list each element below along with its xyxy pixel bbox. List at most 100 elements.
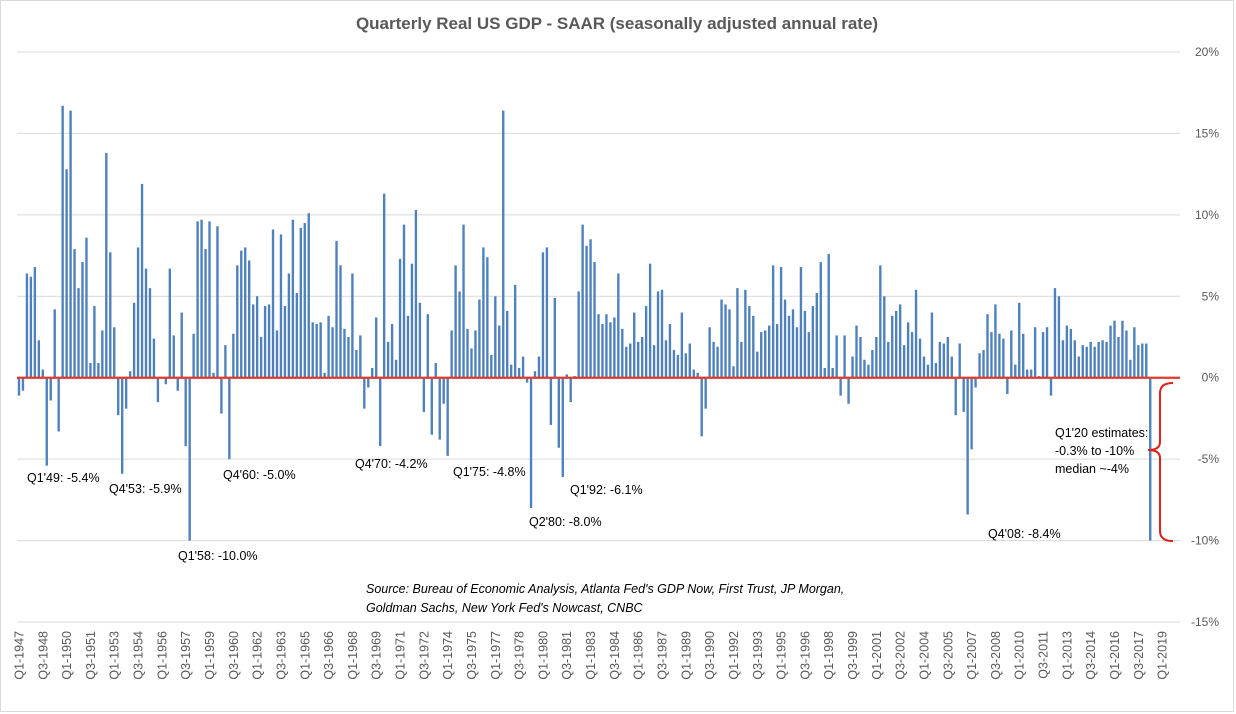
gdp-bar: [760, 332, 763, 378]
gdp-bar: [216, 226, 219, 378]
estimate-line-2: -0.3% to -10%: [1055, 444, 1134, 458]
source-line-1: Source: Bureau of Economic Analysis, Atl…: [366, 582, 844, 596]
gdp-bar: [287, 273, 291, 378]
gdp-bar: [255, 296, 259, 378]
x-tick-label: Q1-2016: [1108, 631, 1122, 680]
gdp-bar: [450, 330, 453, 378]
gdp-bar: [1141, 343, 1144, 378]
gdp-bar: [724, 304, 727, 378]
annotation-q1-75: Q1'75: -4.8%: [453, 465, 526, 479]
gdp-bar: [41, 369, 44, 378]
annotation-q2-80: Q2'80: -8.0%: [529, 515, 602, 529]
gdp-bar: [37, 340, 41, 378]
gdp-bar: [53, 309, 56, 378]
gdp-bar: [402, 224, 406, 378]
gdp-bar: [875, 337, 878, 378]
gdp-bar: [164, 377, 168, 385]
gdp-bar: [783, 299, 787, 378]
gdp-bar: [609, 322, 612, 378]
gdp-bar: [152, 338, 156, 378]
gdp-bar: [720, 299, 723, 378]
gdp-bar: [21, 377, 25, 391]
gdp-bar: [883, 296, 886, 378]
gdp-bar: [486, 257, 489, 378]
x-tick-label: Q3-1981: [560, 631, 574, 680]
x-tick-label: Q3-1954: [132, 631, 146, 680]
y-tick-label: 20%: [1195, 45, 1219, 59]
gdp-bar: [1014, 364, 1017, 378]
gdp-bar: [291, 219, 295, 378]
gdp-bar: [101, 330, 104, 378]
gdp-bar: [902, 345, 906, 378]
x-tick-label: Q3-1963: [274, 631, 288, 680]
annotation-q4-08: Q4'08: -8.4%: [988, 527, 1061, 541]
gdp-bar: [506, 310, 509, 378]
gdp-bar: [1053, 288, 1057, 378]
gdp-bar: [136, 247, 140, 378]
gdp-bar: [910, 332, 914, 378]
gdp-bar: [124, 377, 128, 409]
gdp-bar: [771, 265, 775, 378]
gdp-bar: [1129, 359, 1132, 378]
x-tick-label: Q1-2010: [1013, 631, 1027, 680]
x-tick-label: Q3-2014: [1084, 631, 1098, 680]
gdp-bar: [196, 221, 199, 378]
chart-title: Quarterly Real US GDP - SAAR (seasonally…: [356, 14, 878, 33]
gdp-bar: [621, 328, 624, 378]
gdp-bar: [93, 306, 96, 378]
gdp-bar: [275, 330, 279, 378]
gdp-bar: [1041, 332, 1045, 378]
gdp-bar: [307, 213, 310, 378]
gdp-bar: [192, 333, 195, 378]
gdp-bar: [986, 314, 989, 378]
gdp-bar: [81, 262, 84, 378]
x-tick-label: Q3-2011: [1037, 631, 1051, 679]
gdp-bar: [267, 304, 271, 378]
x-tick-label: Q1-1977: [489, 631, 503, 680]
gdp-bar: [45, 377, 48, 466]
x-tick-label: Q3-1987: [656, 631, 670, 680]
gdp-bar: [998, 333, 1001, 378]
x-tick-label: Q1-2013: [1060, 631, 1074, 680]
gdp-bar: [25, 273, 29, 378]
gdp-bar: [752, 315, 755, 378]
gdp-bar: [819, 262, 822, 378]
gdp-bar: [430, 377, 433, 435]
gdp-bar: [502, 110, 505, 378]
gdp-bar: [490, 354, 493, 378]
gdp-bar: [799, 266, 803, 378]
gdp-bar: [517, 367, 521, 378]
gdp-bar: [188, 377, 191, 541]
estimate-bracket: [1147, 382, 1174, 542]
x-tick-label: Q3-1966: [322, 631, 336, 680]
gdp-bar: [831, 367, 834, 378]
gdp-bar: [462, 224, 465, 378]
gdp-bar: [478, 299, 481, 378]
x-tick-label: Q1-1953: [108, 631, 122, 680]
gdp-bar: [708, 327, 711, 378]
x-tick-label: Q1-2019: [1156, 631, 1170, 680]
gdp-bar: [120, 377, 124, 474]
gdp-bar: [851, 356, 854, 378]
gdp-bar: [700, 377, 703, 437]
gdp-bar: [525, 377, 529, 383]
x-tick-label: Q1-1983: [584, 631, 598, 680]
gdp-bar: [140, 183, 144, 378]
gdp-bar: [914, 289, 918, 378]
gdp-bar: [33, 266, 37, 378]
gdp-bar: [335, 240, 338, 378]
x-tick-label: Q3-1993: [751, 631, 765, 680]
x-tick-label: Q3-1951: [84, 631, 98, 680]
gdp-bar: [835, 335, 838, 378]
x-tick-label: Q1-1968: [346, 631, 360, 680]
gdp-bar: [390, 323, 394, 378]
gdp-bar: [89, 363, 92, 378]
x-tick-label: Q3-1984: [608, 631, 622, 680]
gdp-bar: [319, 322, 322, 378]
gdp-bar: [113, 327, 116, 378]
x-tick-label: Q3-2005: [941, 631, 955, 680]
annotation-q4-70: Q4'70: -4.2%: [355, 457, 428, 471]
x-tick-label: Q1-1995: [775, 631, 789, 680]
gdp-bar: [898, 304, 902, 378]
gdp-bar: [398, 258, 402, 378]
